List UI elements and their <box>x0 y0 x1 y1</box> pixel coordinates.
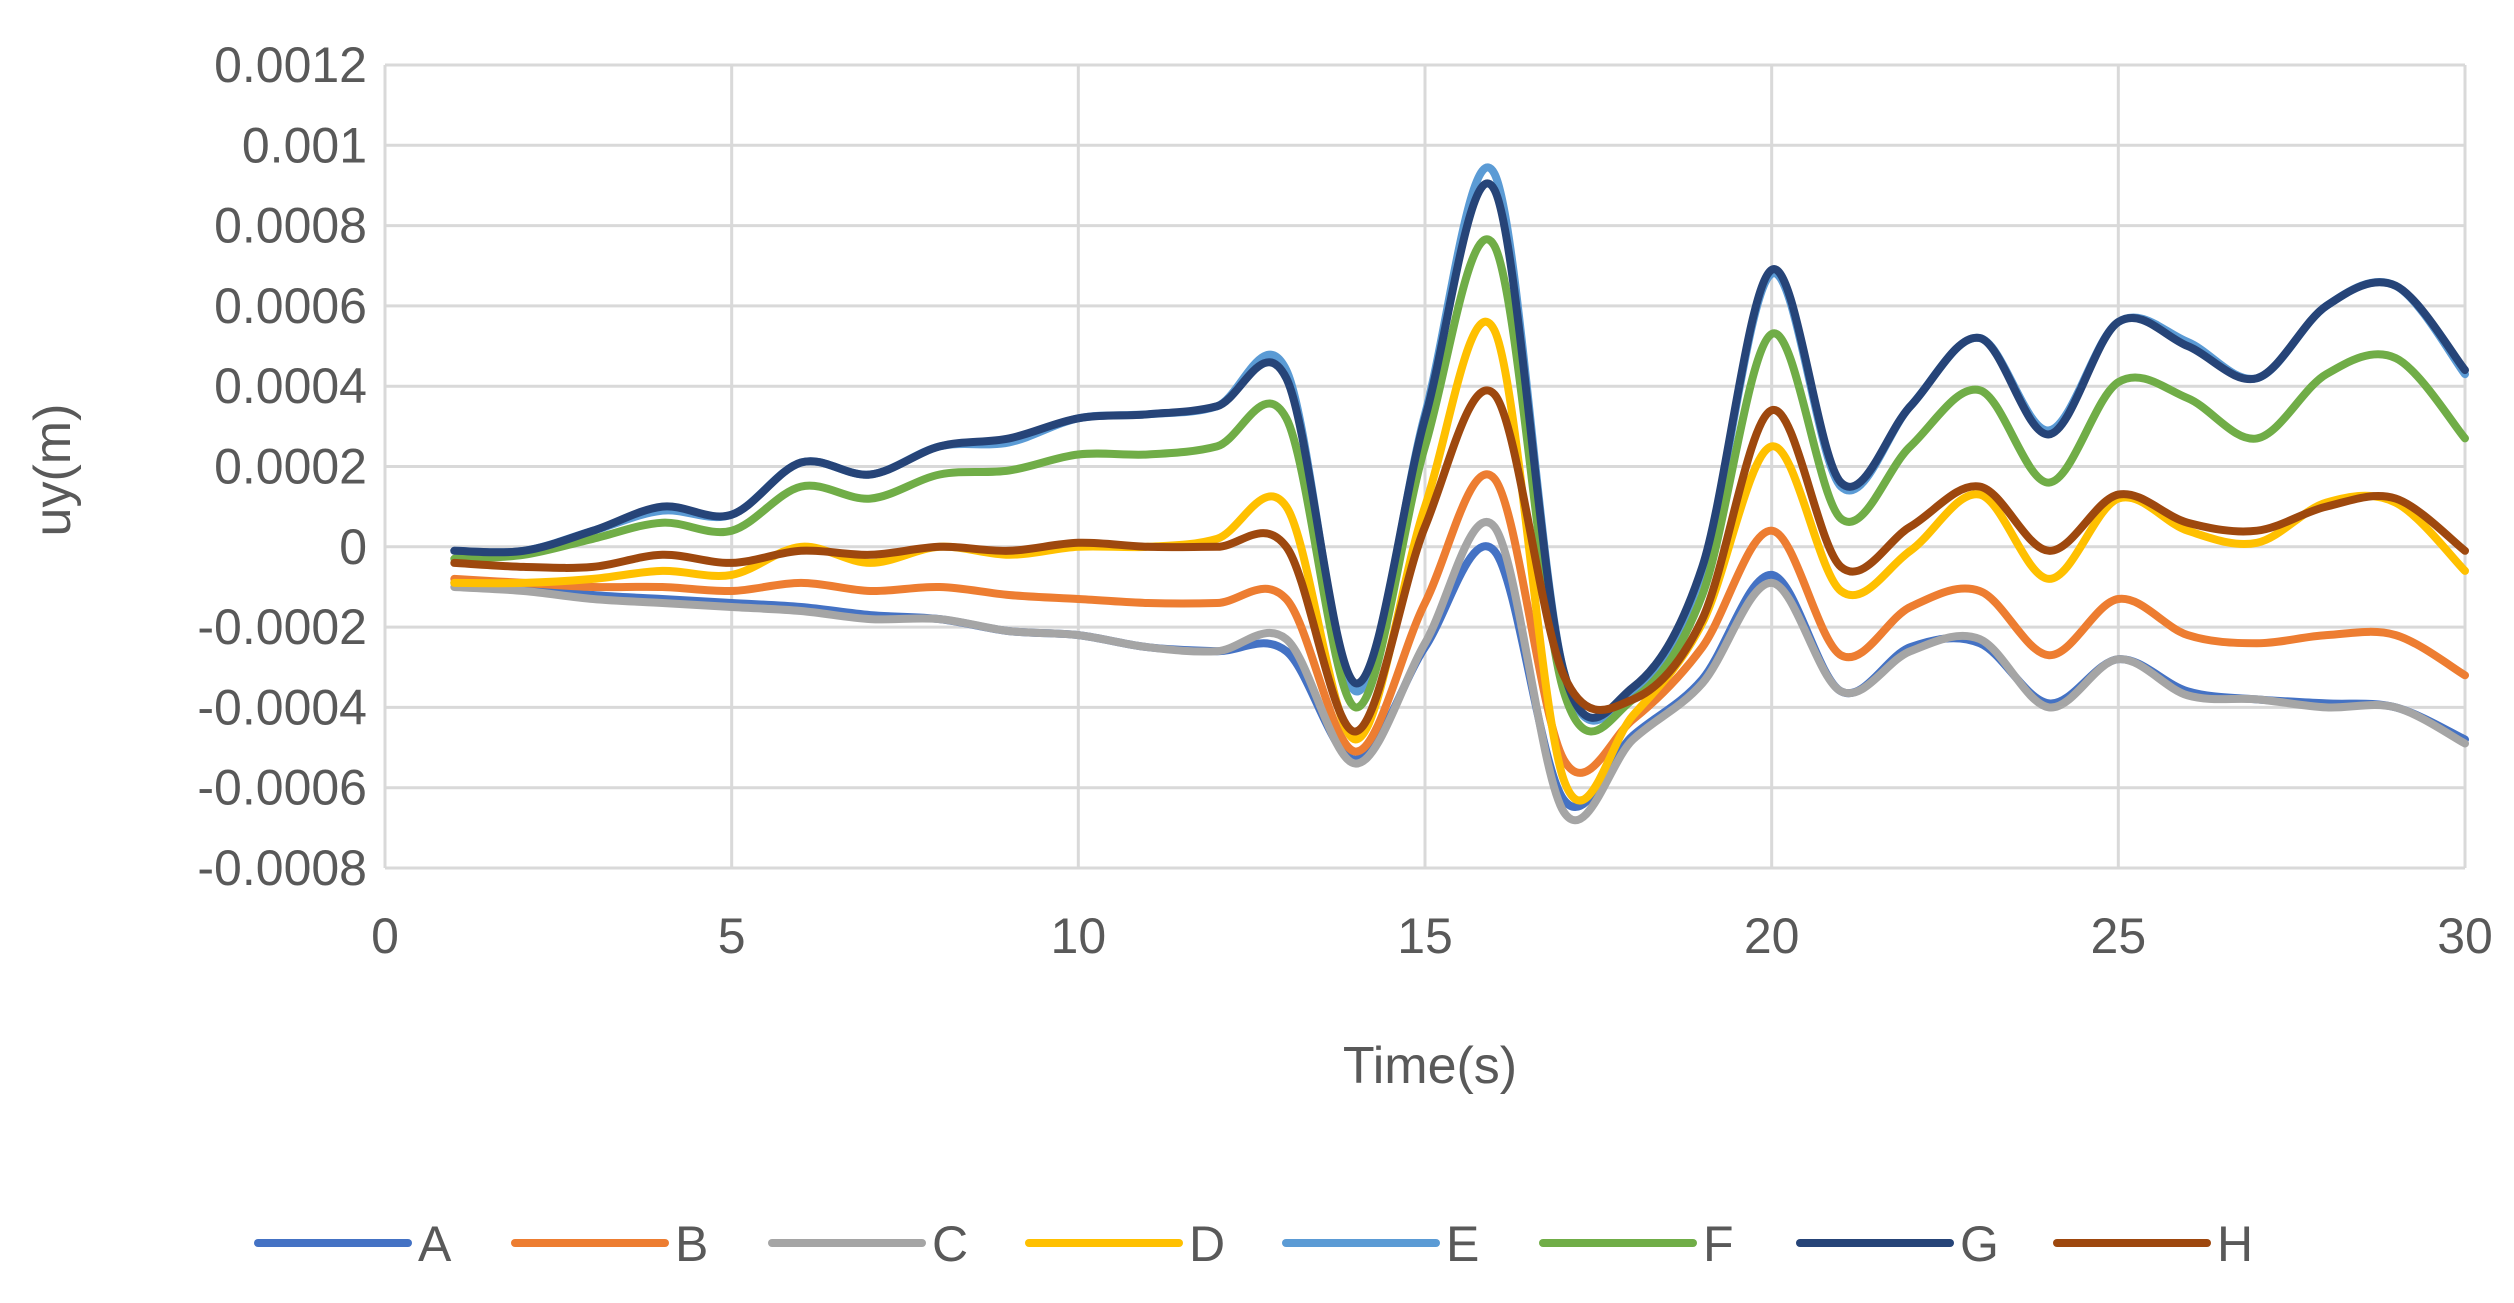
legend-label-h: H <box>2217 1216 2253 1272</box>
legend-label-f: F <box>1703 1216 1734 1272</box>
x-tick-label: 25 <box>2091 908 2147 964</box>
y-tick-label: -0.0004 <box>197 679 367 735</box>
series-line-d <box>450 317 2469 805</box>
y-tick-label: -0.0002 <box>197 599 367 655</box>
legend-label-d: D <box>1189 1216 1225 1272</box>
series-line-c <box>450 518 2469 825</box>
gridlines <box>383 63 2467 870</box>
x-tick-label: 30 <box>2437 908 2493 964</box>
x-tick-label: 5 <box>718 908 746 964</box>
x-tick-label: 10 <box>1051 908 1107 964</box>
y-tick-label: 0.0004 <box>214 358 367 414</box>
x-tick-label: 20 <box>1744 908 1800 964</box>
y-tick-label: -0.0006 <box>197 760 367 816</box>
series-lines <box>450 163 2469 825</box>
series-line-f <box>450 235 2469 736</box>
legend-label-a: A <box>418 1216 452 1272</box>
y-tick-label: 0.0008 <box>214 198 367 254</box>
legend-label-g: G <box>1960 1216 1999 1272</box>
y-tick-label: 0.001 <box>242 117 367 173</box>
y-tick-label: 0.0012 <box>214 37 367 93</box>
y-axis-title: uy(m) <box>24 404 82 537</box>
y-tick-label: -0.0008 <box>197 840 367 896</box>
legend-label-c: C <box>932 1216 968 1272</box>
series-line-b <box>450 470 2469 777</box>
y-tick-label: 0.0002 <box>214 439 367 495</box>
x-tick-label: 15 <box>1397 908 1453 964</box>
x-tick-label: 0 <box>371 908 399 964</box>
y-tick-labels: 0.0012 0.001 0.0008 0.0006 0.0004 0.0002 0 -0.0… <box>197 37 367 896</box>
legend: A B C D E F G H <box>254 1216 2253 1272</box>
x-axis-title: Time(s) <box>1343 1037 1517 1095</box>
y-tick-label: 0.0006 <box>214 278 367 334</box>
series-line-h <box>450 386 2469 736</box>
legend-label-b: B <box>675 1216 708 1272</box>
legend-label-e: E <box>1446 1216 1479 1272</box>
x-tick-labels: 0 5 10 15 20 25 30 <box>371 908 2493 964</box>
y-tick-label: 0 <box>339 519 367 575</box>
series-line-g <box>450 179 2469 722</box>
